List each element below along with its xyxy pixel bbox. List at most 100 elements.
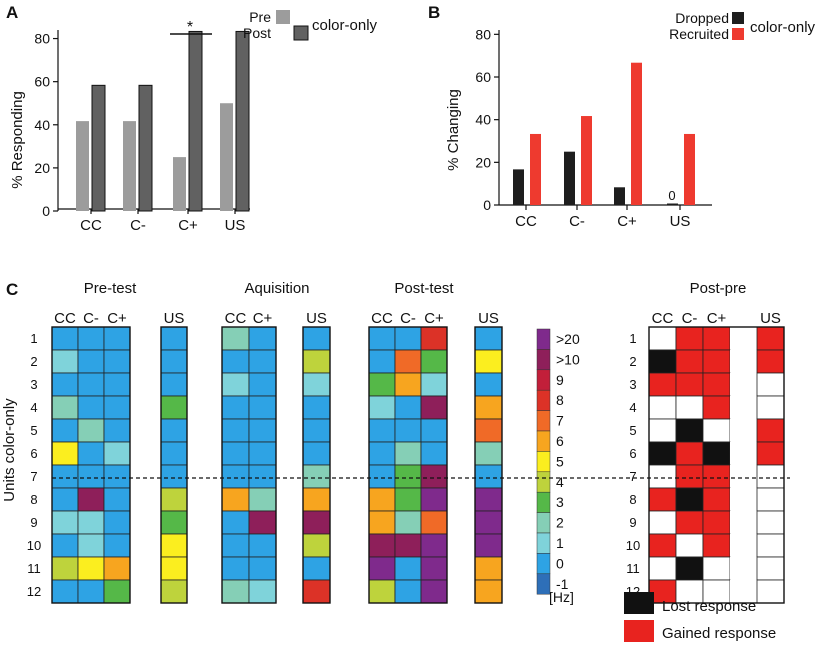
heat-cell (77, 579, 105, 604)
heat-cell (394, 326, 422, 351)
heat-cell (103, 510, 131, 535)
y-tick-label: 40 (34, 117, 50, 133)
heat-cell (474, 533, 503, 558)
heat-cell (248, 464, 277, 489)
heat-block-border (368, 326, 448, 604)
column-header: CC (225, 310, 247, 327)
heat-cell (51, 510, 79, 535)
legend-dropped-swatch (732, 12, 744, 24)
x-tick-label: US (670, 213, 691, 230)
column-header: US (164, 310, 185, 327)
heat-cell (248, 579, 277, 604)
post-pre-cell-blank (730, 373, 757, 396)
heat-cell (51, 487, 79, 512)
panel-b-letter: B (428, 3, 440, 22)
heat-cell (248, 556, 277, 581)
heat-cell (221, 464, 250, 489)
heat-cell (51, 349, 79, 374)
column-header: C- (400, 310, 416, 327)
legend-pre-swatch (276, 10, 290, 24)
heat-cell (51, 395, 79, 420)
bar-pre-cc (76, 121, 89, 211)
column-header: C- (83, 310, 99, 327)
post-pre-cell-none (675, 533, 704, 558)
heat-cell (368, 418, 396, 443)
post-pre-cell-gained (756, 326, 785, 351)
post-pre-unit-label: 6 (629, 446, 636, 461)
heat-cell (248, 441, 277, 466)
heat-cell (368, 556, 396, 581)
bar-dropped-cplus (614, 187, 625, 205)
x-tick-label: US (225, 217, 246, 234)
post-pre-cell-none (756, 487, 785, 512)
bar-pre-cplus (173, 157, 186, 211)
bar-recruited-cplus (631, 62, 642, 205)
unit-label: 2 (30, 354, 37, 369)
colorbar-label: 0 (556, 555, 564, 571)
y-tick-label: 0 (42, 203, 50, 219)
colorbar-label: 6 (556, 433, 564, 449)
post-pre-cell-gained (648, 372, 677, 397)
post-pre-cell-gained (702, 487, 731, 512)
post-pre-unit-label: 8 (629, 492, 636, 507)
heat-cell (474, 579, 503, 604)
post-pre-column-header: US (760, 310, 781, 327)
legend-post-label: Post (243, 25, 271, 41)
heat-cell (474, 464, 503, 489)
post-pre-cell-none (648, 326, 677, 351)
heat-cell (474, 395, 503, 420)
colorbar-label: -1 (556, 576, 569, 592)
post-pre-cell-lost (648, 349, 677, 374)
post-pre-cell-lost (675, 418, 704, 443)
post-pre-unit-label: 2 (629, 354, 636, 369)
heat-cell (103, 418, 131, 443)
heat-cell (221, 372, 250, 397)
colorbar-swatch (536, 451, 551, 473)
heat-cell (221, 326, 250, 351)
y-tick-label: 60 (34, 74, 50, 90)
heat-cell (77, 418, 105, 443)
heat-cell (420, 349, 448, 374)
heat-cell (103, 372, 131, 397)
y-tick-label: 60 (475, 69, 491, 85)
bar-recruited-cc (530, 133, 541, 205)
heat-cell (51, 533, 79, 558)
unit-label: 9 (30, 515, 37, 530)
post-pre-cell-blank (730, 534, 757, 557)
legend-a-title: color-only (312, 17, 378, 34)
heat-cell (160, 372, 188, 397)
group-title: Post-test (394, 280, 454, 297)
column-header: C+ (107, 310, 127, 327)
heat-cell (160, 349, 188, 374)
heat-cell (77, 326, 105, 351)
column-header: C+ (253, 310, 273, 327)
unit-label: 4 (30, 400, 37, 415)
post-pre-cell-none (648, 395, 677, 420)
colorbar-swatch (536, 532, 551, 554)
post-pre-unit-label: 10 (626, 538, 640, 553)
heat-cell (474, 510, 503, 535)
post-pre-cell-gained (756, 418, 785, 443)
heat-cell (103, 579, 131, 604)
heat-cell (51, 464, 79, 489)
unit-label: 11 (27, 561, 41, 576)
panel-a-legend: Pre Post color-only (243, 9, 378, 41)
legend-recruited-label: Recruited (669, 26, 729, 42)
post-pre-cell-gained (702, 464, 731, 489)
post-pre-cell-none (756, 556, 785, 581)
heat-cell (77, 487, 105, 512)
colorbar-label: >20 (556, 331, 580, 347)
post-pre-cell-gained (675, 464, 704, 489)
heat-cell (221, 533, 250, 558)
group-title: Aquisition (244, 280, 309, 297)
heat-cell (103, 395, 131, 420)
heat-cell (51, 418, 79, 443)
heat-cell (394, 349, 422, 374)
post-pre-cell-gained (675, 349, 704, 374)
post-pre-cell-gained (648, 487, 677, 512)
heat-cell (160, 395, 188, 420)
heat-cell (221, 487, 250, 512)
heat-cell (160, 464, 188, 489)
